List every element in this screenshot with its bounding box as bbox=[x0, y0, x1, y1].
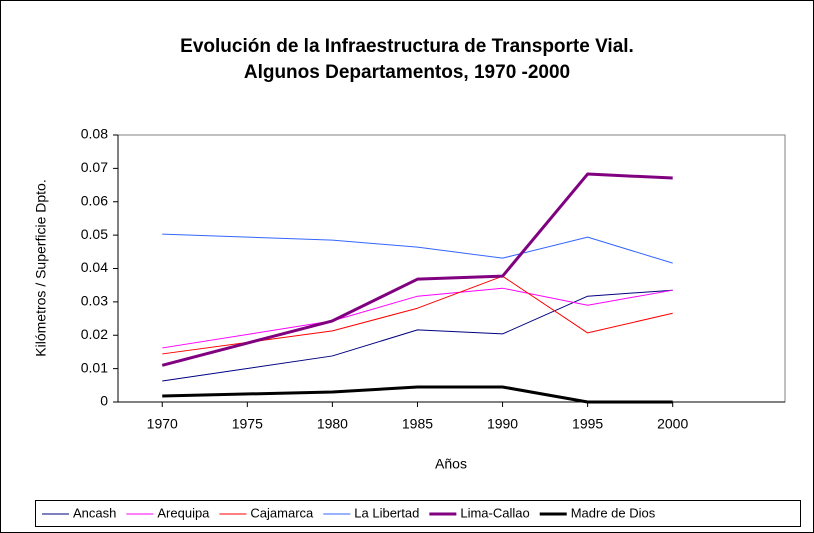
y-axis-label: Kilómetros / Superficie Dpto. bbox=[33, 179, 49, 356]
x-tick-label: 2000 bbox=[657, 416, 688, 432]
x-tick-label: 1975 bbox=[232, 416, 263, 432]
y-tick-label: 0.04 bbox=[81, 259, 108, 275]
y-tick-label: 0.06 bbox=[81, 192, 108, 208]
legend-label: Madre de Dios bbox=[571, 505, 656, 520]
legend-label: Ancash bbox=[73, 505, 116, 520]
legend-label: Cajamarca bbox=[250, 505, 314, 520]
y-tick-label: 0.01 bbox=[81, 359, 108, 375]
x-tick-label: 1990 bbox=[487, 416, 518, 432]
series-line bbox=[161, 172, 673, 367]
y-tick-label: 0 bbox=[100, 393, 108, 409]
series-line bbox=[162, 233, 673, 264]
chart-title: Algunos Departamentos, 1970 -2000 bbox=[244, 62, 570, 83]
x-tick-label: 1980 bbox=[317, 416, 348, 432]
series-line bbox=[162, 275, 673, 355]
series-line bbox=[162, 289, 673, 382]
legend-label: Arequipa bbox=[157, 505, 210, 520]
y-tick-label: 0.03 bbox=[81, 293, 108, 309]
y-tick-label: 0.05 bbox=[81, 226, 108, 242]
x-tick-label: 1970 bbox=[147, 416, 178, 432]
x-tick-label: 1995 bbox=[572, 416, 603, 432]
legend-label: Lima-Callao bbox=[460, 505, 529, 520]
chart-title: Evolución de la Infraestructura de Trans… bbox=[180, 36, 634, 57]
y-tick-label: 0.07 bbox=[81, 159, 108, 175]
x-tick-label: 1985 bbox=[402, 416, 433, 432]
x-axis-label: Años bbox=[435, 456, 467, 472]
series-line bbox=[162, 385, 673, 404]
legend-label: La Libertad bbox=[354, 505, 419, 520]
y-tick-label: 0.08 bbox=[81, 126, 108, 142]
legend bbox=[35, 500, 801, 527]
y-tick-label: 0.02 bbox=[81, 326, 108, 342]
